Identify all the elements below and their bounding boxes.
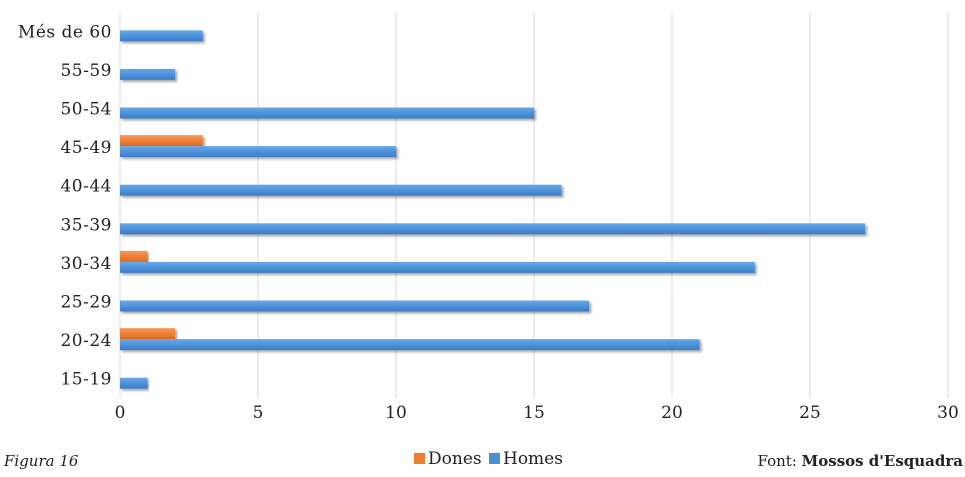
x-axis-tick-labels: 0 5 10 15 20 25 30	[115, 403, 959, 423]
category-label: 20-24	[60, 331, 112, 351]
category-label: 45-49	[60, 138, 112, 158]
category-labels: 15-19 20-24 25-29 30-34 35-39 40-44 45-49 50-54…	[18, 22, 112, 389]
bar-homes	[120, 30, 203, 42]
legend-label: Homes	[503, 449, 563, 469]
x-tick-label: 20	[661, 403, 683, 423]
bar-homes	[120, 107, 534, 119]
source-note: Font: Mossos d'Esquadra	[758, 452, 964, 470]
x-tick-label: 10	[385, 403, 407, 423]
bar-homes	[120, 300, 590, 312]
category-label: 35-39	[60, 215, 112, 235]
bar-homes	[120, 146, 396, 158]
gridlines	[119, 12, 949, 398]
category-label: 55-59	[60, 61, 112, 81]
bar-dones	[120, 250, 148, 262]
source-name: Mossos d'Esquadra	[801, 452, 963, 470]
legend: Dones Homes	[414, 449, 563, 469]
legend-swatch	[489, 453, 500, 464]
category-label: 50-54	[60, 100, 112, 120]
figure-caption: Figura 16	[4, 452, 79, 470]
x-tick-label: 25	[799, 403, 821, 423]
category-label: 30-34	[60, 254, 112, 274]
category-label: 40-44	[60, 177, 112, 197]
x-tick-label: 5	[253, 403, 264, 423]
category-label: Més de 60	[18, 22, 112, 42]
bar-dones	[120, 135, 203, 147]
bar-homes	[120, 339, 700, 351]
bar-homes	[120, 184, 562, 196]
source-prefix: Font:	[757, 452, 802, 470]
category-label: 25-29	[60, 293, 112, 313]
bar-homes	[120, 377, 148, 389]
x-tick-label: 15	[523, 403, 545, 423]
x-tick-label: 0	[115, 403, 126, 423]
legend-label: Dones	[428, 449, 482, 469]
bar-homes	[120, 261, 755, 273]
bars	[120, 30, 866, 389]
category-label: 15-19	[60, 370, 112, 390]
bar-homes	[120, 223, 866, 235]
bar-homes	[120, 68, 176, 80]
legend-swatch	[414, 453, 425, 464]
bar-dones	[120, 328, 176, 340]
x-tick-label: 30	[937, 403, 959, 423]
